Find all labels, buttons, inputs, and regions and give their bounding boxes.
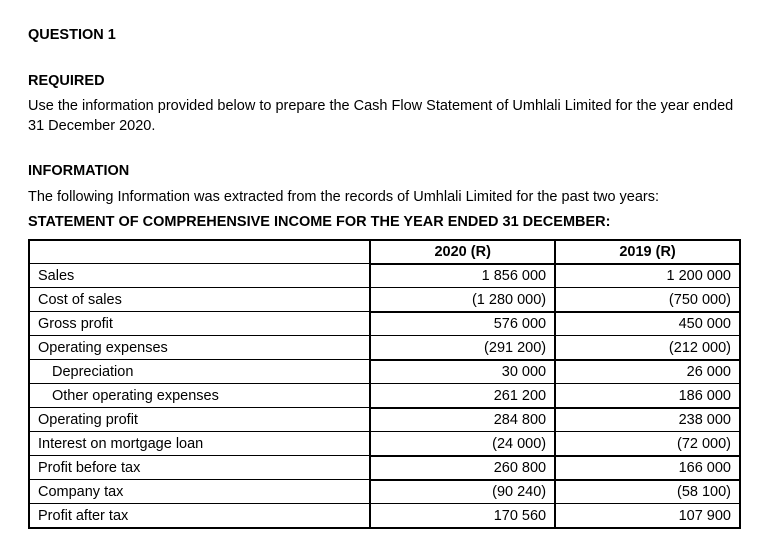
cell-2020: 1 856 000 <box>370 264 555 288</box>
column-header-2020: 2020 (R) <box>370 240 555 264</box>
cell-2019: 1 200 000 <box>555 264 740 288</box>
row-label: Other operating expenses <box>29 384 370 408</box>
cell-2020: 30 000 <box>370 360 555 384</box>
table-header-empty <box>29 240 370 264</box>
information-text: The following Information was extracted … <box>28 188 741 208</box>
cell-2019: 186 000 <box>555 384 740 408</box>
cell-2019: 238 000 <box>555 408 740 432</box>
cell-2020: (1 280 000) <box>370 288 555 312</box>
row-label: Profit after tax <box>29 504 370 528</box>
income-statement-table: 2020 (R)2019 (R) Sales1 856 0001 200 000 C… <box>28 239 741 529</box>
statement-title: STATEMENT OF COMPREHENSIVE INCOME FOR TH… <box>28 213 741 233</box>
cell-2019: 166 000 <box>555 456 740 480</box>
cell-2019: (750 000) <box>555 288 740 312</box>
cell-2019: 450 000 <box>555 312 740 336</box>
row-label: Sales <box>29 264 370 288</box>
cell-2020: (291 200) <box>370 336 555 360</box>
cell-2020: (90 240) <box>370 480 555 504</box>
column-header-2019: 2019 (R) <box>555 240 740 264</box>
row-label: Operating profit <box>29 408 370 432</box>
cell-2019: 107 900 <box>555 504 740 528</box>
cell-2019: 26 000 <box>555 360 740 384</box>
required-text: Use the information provided below to pr… <box>28 97 741 136</box>
cell-2020: 576 000 <box>370 312 555 336</box>
required-label: REQUIRED <box>28 72 741 92</box>
row-label: Profit before tax <box>29 456 370 480</box>
row-label: Cost of sales <box>29 288 370 312</box>
cell-2020: 170 560 <box>370 504 555 528</box>
cell-2019: (58 100) <box>555 480 740 504</box>
cell-2020: 261 200 <box>370 384 555 408</box>
cell-2020: 260 800 <box>370 456 555 480</box>
question-number: QUESTION 1 <box>28 26 741 46</box>
cell-2019: (212 000) <box>555 336 740 360</box>
row-label: Gross profit <box>29 312 370 336</box>
row-label: Interest on mortgage loan <box>29 432 370 456</box>
cell-2020: 284 800 <box>370 408 555 432</box>
row-label: Depreciation <box>29 360 370 384</box>
row-label: Operating expenses <box>29 336 370 360</box>
cell-2019: (72 000) <box>555 432 740 456</box>
cell-2020: (24 000) <box>370 432 555 456</box>
row-label: Company tax <box>29 480 370 504</box>
information-label: INFORMATION <box>28 162 741 182</box>
